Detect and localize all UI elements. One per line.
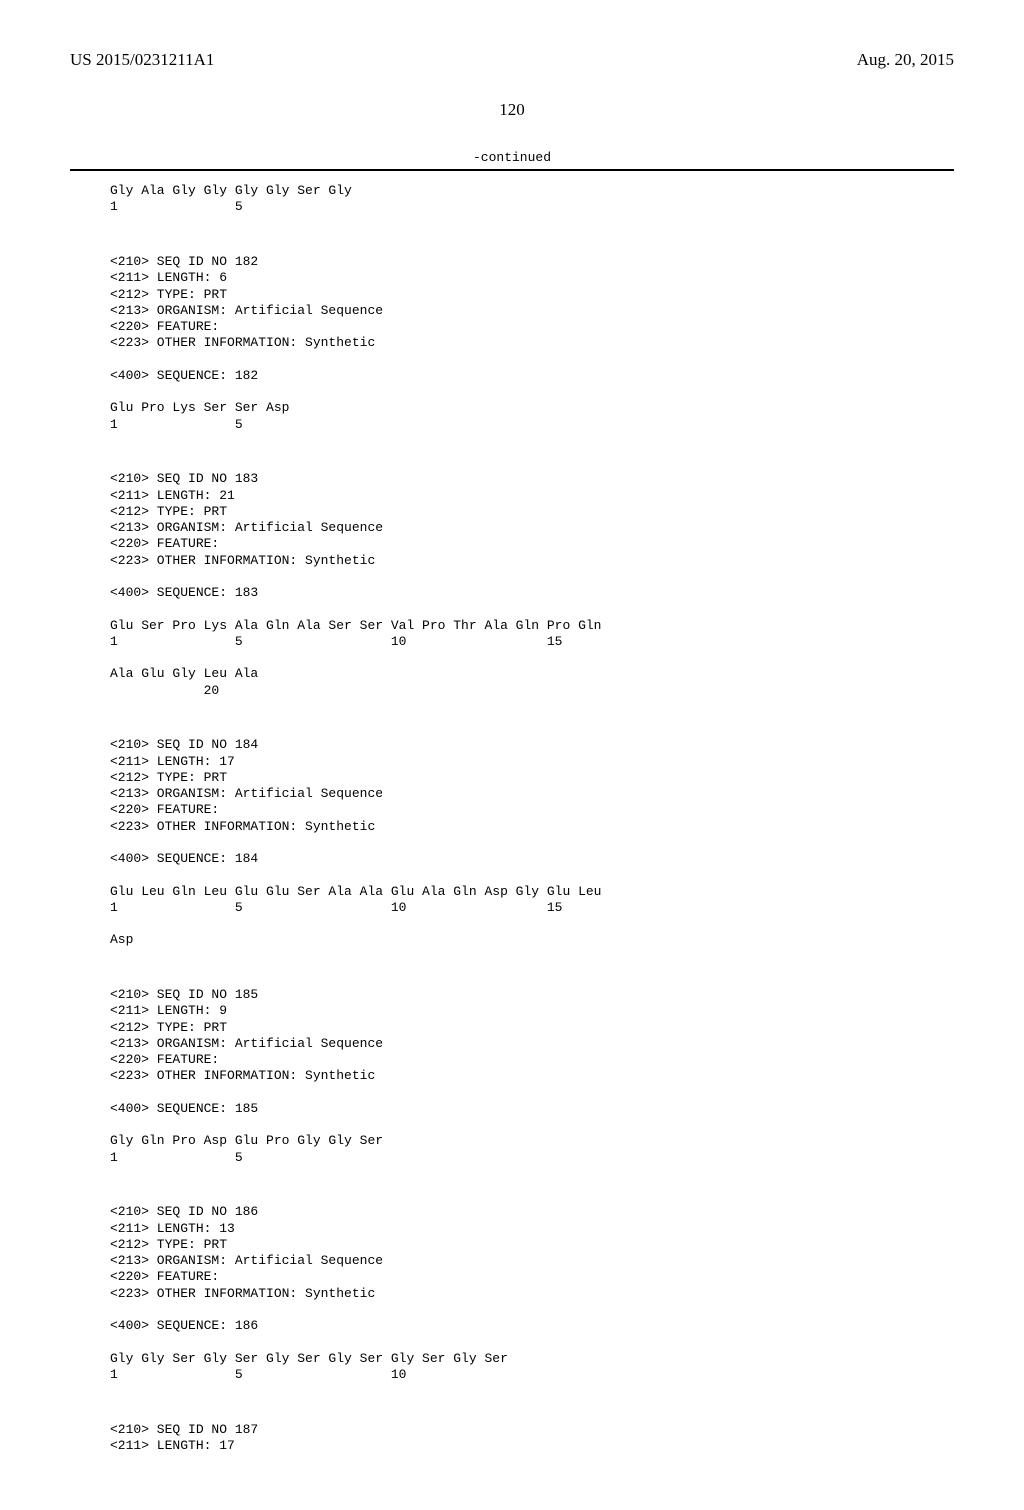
page-header: US 2015/0231211A1 Aug. 20, 2015 — [70, 50, 954, 70]
sequence-block: Gly Ala Gly Gly Gly Gly Ser Gly 1 5 — [70, 183, 954, 216]
page-number: 120 — [70, 100, 954, 120]
sequence-block: <210> SEQ ID NO 182 <211> LENGTH: 6 <212… — [70, 222, 954, 433]
continued-label: -continued — [70, 150, 954, 165]
top-rule — [70, 169, 954, 171]
sequence-block: <210> SEQ ID NO 183 <211> LENGTH: 21 <21… — [70, 439, 954, 699]
sequence-block: <210> SEQ ID NO 186 <211> LENGTH: 13 <21… — [70, 1172, 954, 1383]
sequence-block: <210> SEQ ID NO 187 <211> LENGTH: 17 — [70, 1389, 954, 1454]
sequence-block: <210> SEQ ID NO 185 <211> LENGTH: 9 <212… — [70, 955, 954, 1166]
sequence-block: <210> SEQ ID NO 184 <211> LENGTH: 17 <21… — [70, 705, 954, 949]
patent-number: US 2015/0231211A1 — [70, 50, 214, 70]
publication-date: Aug. 20, 2015 — [857, 50, 954, 70]
